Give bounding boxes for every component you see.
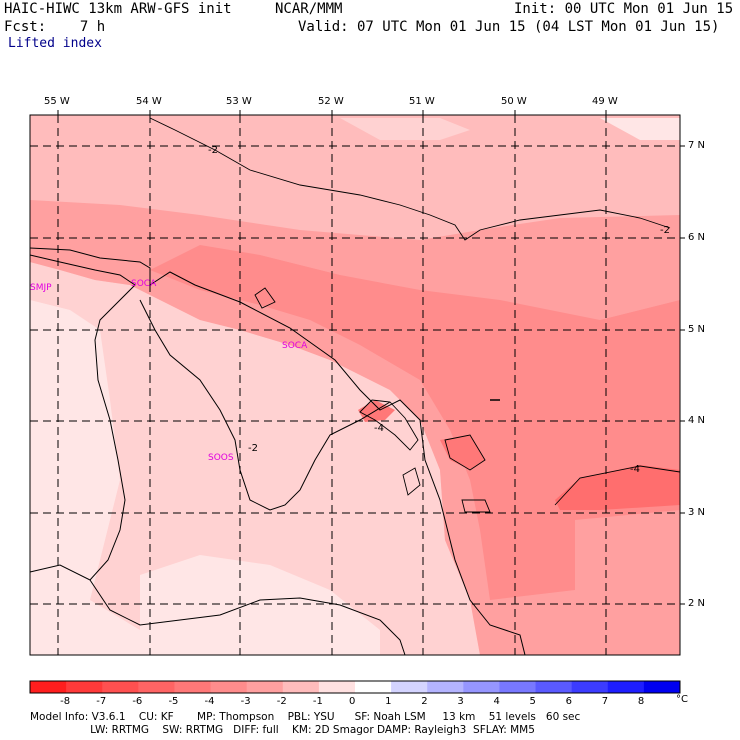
field-pale-top-right xyxy=(600,118,680,140)
lon-label: 50 W xyxy=(501,96,527,107)
colorbar-swatch xyxy=(607,681,645,693)
colorbar-swatch xyxy=(66,681,103,693)
colorbar-tick-label: 6 xyxy=(565,696,573,707)
colorbar xyxy=(29,680,681,694)
contour-minus-2-north xyxy=(149,117,671,241)
colorbar-tick-label: -8 xyxy=(60,696,71,707)
colorbar-tick-label: -7 xyxy=(96,696,107,707)
contour-label: -2 xyxy=(248,443,258,454)
org-label: NCAR/MMM xyxy=(275,1,343,17)
lat-label: 3 N xyxy=(688,507,706,518)
contour-small-1 xyxy=(254,287,276,309)
lon-label: 53 W xyxy=(226,96,252,107)
colorbar-tick-label: -1 xyxy=(312,696,323,707)
contour-small-2 xyxy=(402,467,421,496)
lat-label: 2 N xyxy=(688,598,706,609)
station-label: SOCA xyxy=(131,279,157,289)
colorbar-unit: °C xyxy=(676,694,688,705)
colorbar-swatch xyxy=(282,681,320,693)
colorbar-swatch xyxy=(427,681,464,693)
init-time: Init: 00 UTC Mon 01 Jun 15 xyxy=(514,1,734,17)
contour-small-3 xyxy=(461,499,491,513)
field-dark-blob-3 xyxy=(358,400,395,422)
field-lightest-region xyxy=(30,300,250,655)
colorbar-swatch xyxy=(643,681,681,693)
field-lightest-region-south xyxy=(140,555,380,655)
border-inner xyxy=(139,299,391,511)
lon-label: 54 W xyxy=(136,96,162,107)
contour-label: -4 xyxy=(374,423,384,434)
colorbar-tick-label: -6 xyxy=(132,696,143,707)
colorbar-tick-label: 4 xyxy=(493,696,500,707)
lon-label: 55 W xyxy=(44,96,70,107)
forecast-hour: Fcst: 7 h xyxy=(4,19,106,35)
colorbar-swatch xyxy=(102,681,139,693)
colorbar-tick-label: -2 xyxy=(276,696,287,707)
colorbar-tick-label: 0 xyxy=(349,696,356,707)
colorbar-swatch xyxy=(571,681,609,693)
station-label: SOCA xyxy=(282,341,308,351)
contour-label: -4 xyxy=(630,464,640,475)
contour-label: -2 xyxy=(660,225,670,236)
station-label: SMJP xyxy=(30,283,52,293)
lat-label: 7 N xyxy=(688,140,706,151)
colorbar-swatch xyxy=(210,681,248,693)
colorbar-swatch xyxy=(499,681,537,693)
model-title: HAIC-HIWC 13km ARW-GFS init xyxy=(4,1,232,17)
colorbar-tick-label: -3 xyxy=(240,696,251,707)
colorbar-tick-label: 7 xyxy=(601,696,609,707)
model-info-line2: LW: RRTMG SW: RRTMG DIFF: full KM: 2D Sm… xyxy=(30,724,535,736)
lat-label: 6 N xyxy=(688,232,706,243)
colorbar-swatch xyxy=(318,681,356,693)
border-south xyxy=(89,579,406,656)
field-dark-region xyxy=(150,245,680,600)
colorbar-swatch xyxy=(30,681,67,693)
field-name: Lifted index xyxy=(8,36,102,51)
colorbar-swatch xyxy=(391,681,428,693)
contour-minus-4-east xyxy=(554,465,681,506)
colorbar-tick-label: 8 xyxy=(637,696,645,707)
colorbar-swatch xyxy=(174,681,212,693)
lat-label: 5 N xyxy=(688,324,706,335)
border-west xyxy=(29,254,136,286)
field-dark-blob-2 xyxy=(555,465,680,510)
map-frame xyxy=(29,114,681,656)
field-light-region xyxy=(30,262,480,655)
colorbar-frame xyxy=(29,680,681,694)
field-dark-blob-1 xyxy=(440,435,485,470)
colorbar-swatch xyxy=(355,681,392,693)
colorbar-tick-label: 3 xyxy=(457,696,464,707)
colorbar-swatch xyxy=(535,681,573,693)
contour-minus-4-coast xyxy=(359,399,419,451)
colorbar-tick-label: -4 xyxy=(204,696,215,707)
lat-label: 4 N xyxy=(688,415,706,426)
colorbar-swatch xyxy=(246,681,284,693)
latlon-grid xyxy=(30,115,680,655)
tick-marks xyxy=(57,110,685,605)
lon-label: 51 W xyxy=(409,96,435,107)
valid-time: Valid: 07 UTC Mon 01 Jun 15 (04 LST Mon … xyxy=(298,19,720,35)
contour-minus-4-blob-1 xyxy=(444,434,486,471)
colorbar-tick-label: 5 xyxy=(529,696,536,707)
colorbar-tick-label: 2 xyxy=(421,696,428,707)
colorbar-swatch xyxy=(138,681,175,693)
field-pale-top xyxy=(340,118,470,140)
colorbar-tick-label: -5 xyxy=(168,696,179,707)
station-label: SOOS xyxy=(208,453,234,463)
model-info-line1: Model Info: V3.6.1 CU: KF MP: Thompson P… xyxy=(30,711,581,723)
contour-label: -2 xyxy=(208,145,218,156)
lon-label: 49 W xyxy=(592,96,618,107)
colorbar-swatch xyxy=(463,681,500,693)
lon-label: 52 W xyxy=(318,96,344,107)
colorbar-tick-label: 1 xyxy=(385,696,392,707)
coastline xyxy=(29,247,526,656)
